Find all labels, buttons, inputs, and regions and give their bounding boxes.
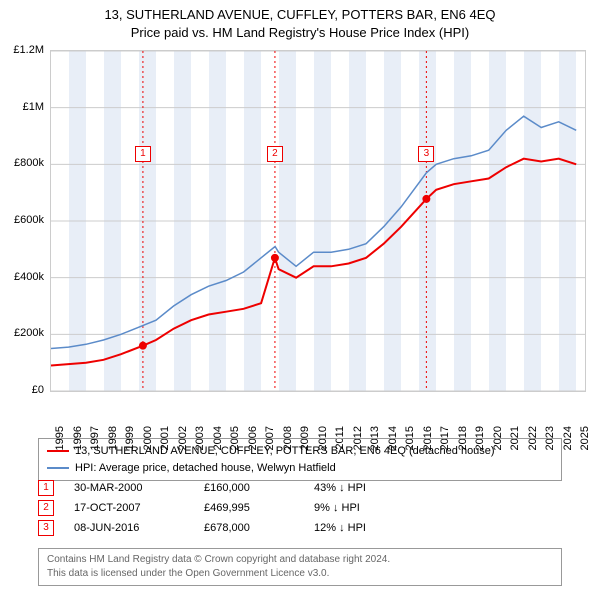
legend-row: 13, SUTHERLAND AVENUE, CUFFLEY, POTTERS … — [47, 443, 553, 460]
footer-line-2: This data is licensed under the Open Gov… — [47, 567, 553, 581]
legend: 13, SUTHERLAND AVENUE, CUFFLEY, POTTERS … — [38, 438, 562, 481]
x-tick: 2025 — [579, 426, 591, 450]
sale-marker-1: 1 — [135, 146, 151, 162]
chart-svg — [51, 51, 585, 391]
footer: Contains HM Land Registry data © Crown c… — [38, 548, 562, 586]
sale-delta: 12% ↓ HPI — [314, 522, 424, 534]
sale-date: 08-JUN-2016 — [74, 522, 184, 534]
legend-row: HPI: Average price, detached house, Welw… — [47, 460, 553, 477]
x-tick: 2024 — [562, 426, 574, 450]
y-tick: £1M — [23, 101, 44, 113]
y-tick: £600k — [14, 214, 44, 226]
sale-delta: 9% ↓ HPI — [314, 502, 424, 514]
x-axis: 1995199619971998199920002001200220032004… — [50, 392, 584, 442]
y-tick: £800k — [14, 157, 44, 169]
sale-row: 3 08-JUN-2016 £678,000 12% ↓ HPI — [38, 520, 562, 536]
sale-row: 1 30-MAR-2000 £160,000 43% ↓ HPI — [38, 480, 562, 496]
y-tick: £0 — [32, 384, 44, 396]
sale-price: £469,995 — [204, 502, 294, 514]
sale-price: £678,000 — [204, 522, 294, 534]
sale-row: 2 17-OCT-2007 £469,995 9% ↓ HPI — [38, 500, 562, 516]
legend-swatch — [47, 450, 69, 452]
title-line-1: 13, SUTHERLAND AVENUE, CUFFLEY, POTTERS … — [0, 6, 600, 24]
sale-marker-cell: 1 — [38, 480, 54, 496]
sale-marker-cell: 3 — [38, 520, 54, 536]
y-tick: £1.2M — [13, 44, 44, 56]
chart-plot-area: 1 2 3 — [50, 50, 586, 392]
y-tick: £200k — [14, 327, 44, 339]
legend-swatch — [47, 467, 69, 469]
title-block: 13, SUTHERLAND AVENUE, CUFFLEY, POTTERS … — [0, 0, 600, 42]
sale-price: £160,000 — [204, 482, 294, 494]
legend-label: 13, SUTHERLAND AVENUE, CUFFLEY, POTTERS … — [75, 443, 495, 460]
sale-date: 17-OCT-2007 — [74, 502, 184, 514]
title-line-2: Price paid vs. HM Land Registry's House … — [0, 24, 600, 42]
sale-marker-cell: 2 — [38, 500, 54, 516]
sale-marker-3: 3 — [418, 146, 434, 162]
y-tick: £400k — [14, 271, 44, 283]
sales-table: 1 30-MAR-2000 £160,000 43% ↓ HPI 2 17-OCT-200… — [38, 480, 562, 540]
legend-label: HPI: Average price, detached house, Welw… — [75, 460, 336, 477]
sale-marker-2: 2 — [267, 146, 283, 162]
sale-delta: 43% ↓ HPI — [314, 482, 424, 494]
footer-line-1: Contains HM Land Registry data © Crown c… — [47, 553, 553, 567]
sale-date: 30-MAR-2000 — [74, 482, 184, 494]
y-axis: £0£200k£400k£600k£800k£1M£1.2M — [0, 50, 48, 390]
